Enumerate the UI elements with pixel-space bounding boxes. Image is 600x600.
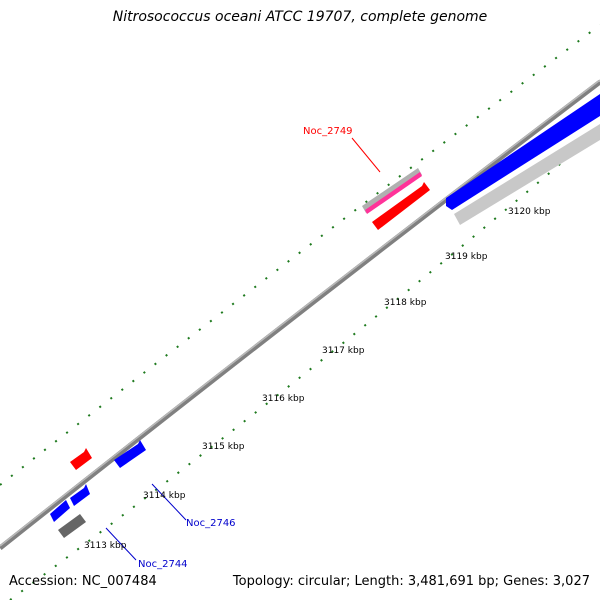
scale-label: 3118 kbp [384,298,427,308]
scale-label: 3117 kbp [322,346,365,356]
feature-pink-bar[interactable] [365,172,422,214]
scale-label: 3113 kbp [84,541,127,551]
genome-backbone [0,80,600,550]
feature-noc-2749[interactable] [372,182,430,230]
genome-backbone-highlight [0,79,600,547]
feature-noc-2744[interactable] [58,514,86,538]
callout-line-noc-2749 [351,137,381,173]
scale-label: 3115 kbp [202,442,245,452]
callout-line-noc-2746 [151,483,187,521]
scale-label: 3116 kbp [262,394,305,404]
feature-grey-long[interactable] [454,124,600,225]
feature-red-small[interactable] [70,448,92,470]
callout-label-noc-2749[interactable]: Noc_2749 [303,126,353,137]
feature-blue-long[interactable] [446,94,600,210]
scale-label: 3120 kbp [508,207,551,217]
feature-noc-2749-group[interactable] [362,168,430,230]
callout-label-noc-2746[interactable]: Noc_2746 [186,518,236,529]
map-title: Nitrosococcus oceani ATCC 19707, complet… [112,9,488,25]
feature-noc-2746[interactable] [114,440,146,468]
feature-blue-left-b[interactable] [70,484,90,506]
gc-track-inner [9,129,600,600]
gc-track-outer [0,24,600,486]
callout-line-noc-2744 [105,527,137,561]
accession-text: Accession: NC_007484 [9,574,157,589]
scale-label: 3119 kbp [445,252,488,262]
callout-label-noc-2744[interactable]: Noc_2744 [138,559,188,570]
gc-skew-track [0,24,600,600]
genome-summary-text: Topology: circular; Length: 3,481,691 bp… [232,574,590,589]
feature-blue-left-a[interactable] [50,500,70,522]
scale-label: 3114 kbp [143,491,186,501]
